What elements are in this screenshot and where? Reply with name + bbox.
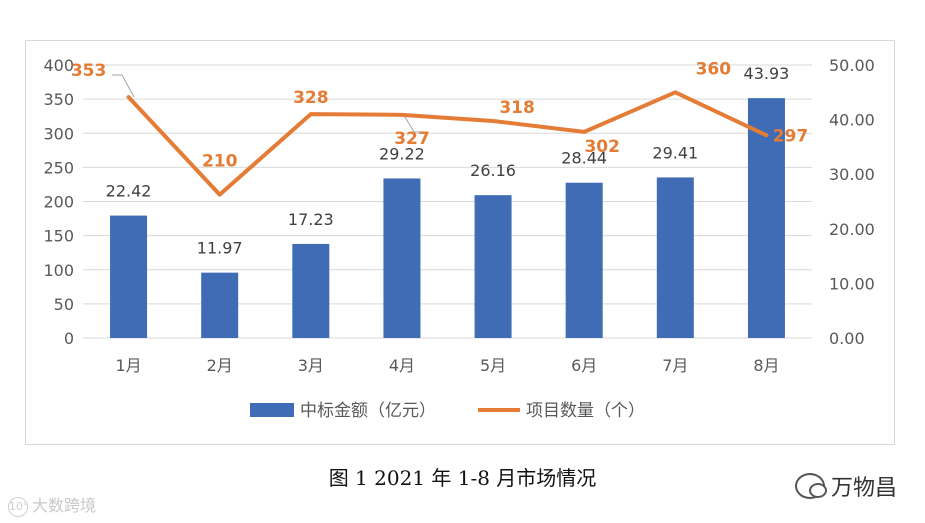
- y-left-tick-label: 50: [54, 295, 74, 314]
- x-tick-label: 4月: [389, 356, 415, 375]
- x-tick-label: 1月: [115, 356, 141, 375]
- bar: [474, 195, 512, 338]
- y-left-tick-label: 350: [43, 90, 74, 109]
- y-left-tick-label: 0: [64, 329, 74, 348]
- line-data-label: 353: [71, 61, 107, 81]
- bar-data-label: 29.41: [652, 143, 698, 162]
- leader-line: [112, 74, 135, 98]
- line-data-label: 318: [499, 98, 535, 118]
- y-right-tick-label: 40.00: [829, 111, 875, 130]
- bar-data-label: 26.16: [470, 161, 516, 180]
- line-series: [126, 90, 769, 197]
- bar: [747, 98, 785, 338]
- y-left-tick-label: 150: [43, 227, 74, 246]
- watermark-left-text: 大数跨境: [32, 496, 97, 515]
- figure-caption: 图 1 2021 年 1-8 月市场情况: [328, 466, 597, 490]
- bar-data-label: 11.97: [197, 239, 243, 258]
- x-tick-label: 8月: [753, 356, 779, 375]
- bar: [656, 177, 694, 338]
- watermark-right-text: 万物昌: [830, 476, 897, 501]
- y-left-tick-label: 200: [43, 193, 74, 212]
- x-tick-label: 3月: [298, 356, 324, 375]
- y-right-tick-label: 20.00: [829, 220, 875, 239]
- line-data-label: 302: [584, 137, 620, 157]
- y-left-tick-label: 100: [43, 261, 74, 280]
- y-left-tick-label: 400: [43, 56, 74, 75]
- y-left-tick-label: 300: [43, 124, 74, 143]
- line-data-label: 360: [696, 59, 732, 79]
- line-data-label: 210: [202, 152, 238, 172]
- line-data-label: 328: [293, 88, 329, 108]
- legend-swatch-bar: [250, 403, 294, 417]
- chart-frame: [25, 40, 895, 445]
- y-right-tick-label: 10.00: [829, 274, 875, 293]
- y-left-tick-label: 250: [43, 158, 74, 177]
- wechat-icon: [794, 473, 827, 499]
- y-right-tick-label: 30.00: [829, 165, 875, 184]
- watermark-logo-icon: 10°: [8, 496, 29, 517]
- bar: [292, 243, 330, 338]
- legend-label-bar: 中标金额（亿元）: [300, 401, 436, 421]
- leader-line: [404, 116, 420, 133]
- x-tick-label: 6月: [571, 356, 597, 375]
- x-tick-label: 7月: [662, 356, 688, 375]
- legend-label-line: 项目数量（个）: [526, 401, 645, 421]
- y-right-tick-label: 50.00: [829, 56, 875, 75]
- x-tick-label: 5月: [480, 356, 506, 375]
- line-data-label: 327: [394, 129, 430, 149]
- bar-data-label: 17.23: [288, 210, 334, 229]
- bar-data-label: 43.93: [744, 64, 790, 83]
- y-right-tick-label: 0.00: [829, 329, 865, 348]
- line-data-label: 297: [773, 126, 809, 146]
- bar: [383, 178, 421, 338]
- bar: [110, 215, 148, 338]
- bar: [565, 182, 603, 338]
- bar-data-label: 28.44: [561, 149, 607, 168]
- bar-data-label: 29.22: [379, 144, 425, 163]
- watermark-left: 10° 大数跨境: [8, 492, 96, 517]
- bar: [201, 272, 239, 338]
- watermark-right: 万物昌: [794, 470, 897, 502]
- x-tick-label: 2月: [207, 356, 233, 375]
- bar-data-label: 22.42: [106, 182, 152, 201]
